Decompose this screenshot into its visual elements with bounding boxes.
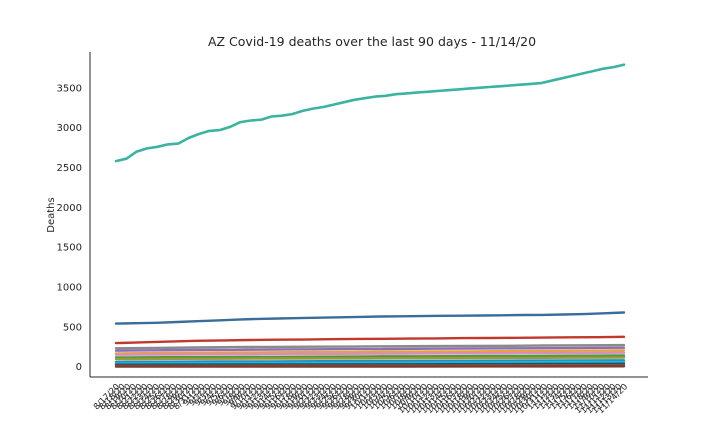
y-tick-label: 500 — [63, 322, 82, 333]
y-tick-label: 1000 — [57, 282, 82, 293]
y-tick-label: 2000 — [57, 203, 82, 214]
y-tick-label: 2500 — [57, 163, 82, 174]
y-tick-label: 3500 — [57, 83, 82, 94]
y-tick-label: 0 — [76, 362, 82, 373]
chart-title: AZ Covid-19 deaths over the last 90 days… — [208, 34, 536, 49]
series-line-1 — [116, 313, 624, 324]
y-tick-label: 1500 — [57, 243, 82, 254]
series-layer — [116, 65, 624, 367]
y-axis-label: Deaths — [46, 197, 57, 232]
y-tick-label: 3000 — [57, 123, 82, 134]
series-line-2 — [116, 337, 624, 343]
series-line-0 — [116, 65, 624, 161]
series-line-8 — [116, 358, 624, 360]
